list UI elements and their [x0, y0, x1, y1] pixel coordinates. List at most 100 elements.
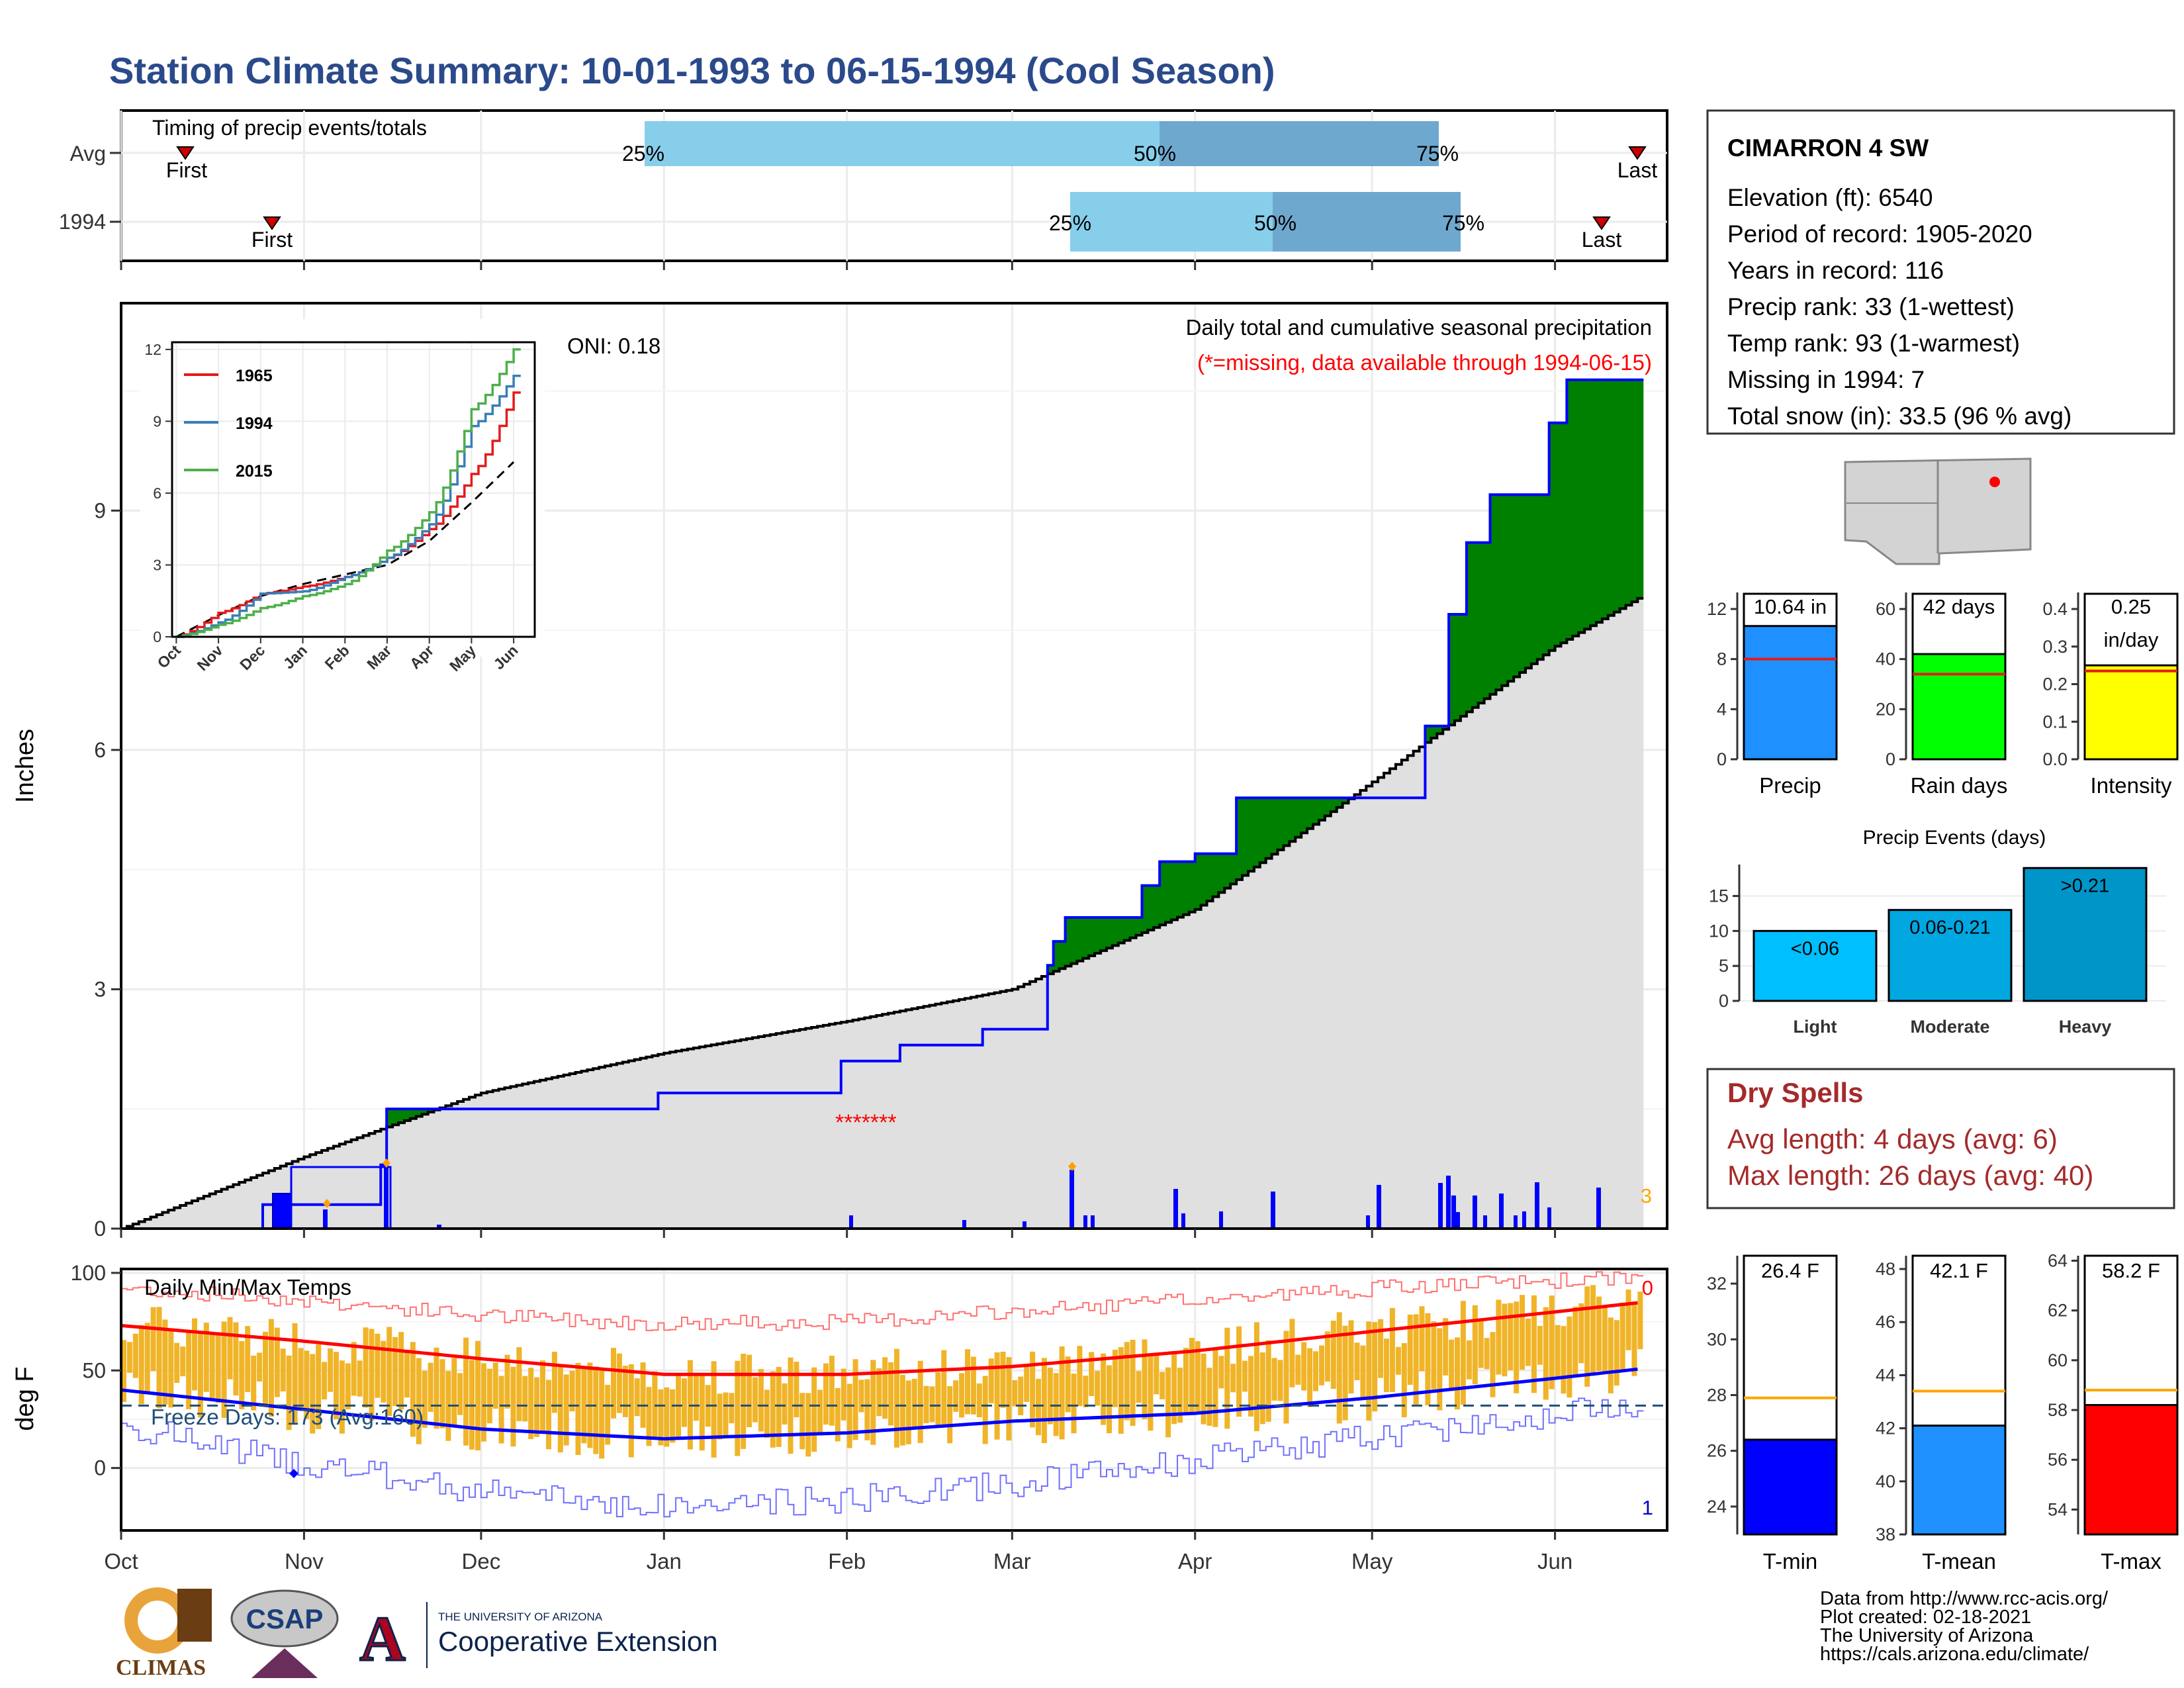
- svg-text:42.1 F: 42.1 F: [1930, 1259, 1988, 1282]
- temp-bottom-count: 1: [1642, 1496, 1653, 1519]
- svg-text:0.2: 0.2: [2042, 675, 2068, 694]
- missing-note: (*=missing, data available through 1994-…: [1197, 350, 1652, 375]
- average-min-line: [120, 1367, 1638, 1441]
- temp-summary-t-mean: 38 40 42 44 46 48 42.1 F T-mean: [1876, 1254, 2007, 1573]
- svg-text:40: 40: [1876, 1472, 1895, 1491]
- station-elevation: Elevation (ft): 6540: [1727, 184, 1933, 211]
- avg-q50-q75-bar: [1160, 121, 1439, 166]
- temperature-summary-charts: 24 26 28 30 32 26.4 F T-min 38 40 42 44 46 48 42.1 F T…: [1707, 1251, 2179, 1573]
- svg-text:Heavy: Heavy: [2059, 1017, 2112, 1037]
- svg-text:38: 38: [1876, 1524, 1895, 1544]
- temp-summary-t-max: 54 56 58 60 62 64 58.2 F T-max: [2048, 1251, 2179, 1573]
- station-info-box: CIMARRON 4 SW Elevation (ft): 6540 Perio…: [1706, 109, 2175, 435]
- inset-legend-2015: 2015: [236, 462, 273, 481]
- inset-series-2015: [176, 348, 521, 638]
- x-tick-mar: Mar: [993, 1549, 1031, 1573]
- svg-text:48: 48: [1876, 1259, 1895, 1279]
- temp-panel-label: Daily Min/Max Temps: [144, 1275, 351, 1299]
- precip-header: Daily total and cumulative seasonal prec…: [1186, 315, 1652, 340]
- timing-panel: Timing of precip events/totals Avg 1994 …: [59, 109, 1668, 270]
- svg-text:42 days: 42 days: [1923, 595, 1995, 618]
- svg-text:3: 3: [153, 556, 161, 573]
- svg-text:30: 30: [1707, 1329, 1727, 1349]
- station-missing: Missing in 1994: 7: [1727, 366, 1925, 393]
- events-bar-moderate: [1888, 909, 2013, 1002]
- svg-text:12: 12: [1707, 599, 1727, 619]
- svg-text:12: 12: [144, 341, 161, 358]
- avg-first-marker: [176, 146, 195, 160]
- svg-text:20: 20: [1876, 699, 1895, 719]
- svg-text:0.1: 0.1: [2042, 712, 2068, 731]
- svg-text:8: 8: [1717, 649, 1727, 669]
- svg-text:26: 26: [1707, 1441, 1727, 1461]
- svg-text:<0.06: <0.06: [1791, 938, 1839, 959]
- dry-spells-max: Max length: 26 days (avg: 40): [1727, 1160, 2093, 1191]
- record-high-line: [121, 1271, 1644, 1331]
- coop-extension-text: Cooperative Extension: [438, 1626, 718, 1657]
- temp-frame: [120, 1268, 1668, 1532]
- inset-frame: [171, 341, 536, 638]
- y1994-q25-q50-bar: [1070, 192, 1273, 252]
- y1994-first-label: First: [251, 228, 293, 252]
- svg-text:100: 100: [71, 1261, 106, 1285]
- svg-text:60: 60: [2048, 1350, 2068, 1370]
- events-bar-heavy: [2023, 867, 2148, 1002]
- events-title: Precip Events (days): [1863, 827, 2046, 849]
- precip-corner-count: 3: [1641, 1184, 1652, 1207]
- x-tick-jan: Jan: [647, 1549, 682, 1573]
- svg-text:0: 0: [94, 1456, 106, 1480]
- y1994-last-marker: [1592, 216, 1611, 230]
- y1994-last-label: Last: [1582, 228, 1622, 252]
- temperature-panel: Daily Min/Max Temps Freeze Days: 173 (Av…: [11, 1261, 1668, 1573]
- svg-text:44: 44: [1876, 1365, 1895, 1385]
- average-area: [121, 598, 1644, 1229]
- oni-value: ONI: 0.18: [567, 334, 660, 358]
- svg-text:50: 50: [82, 1358, 106, 1382]
- footer-line-2: Plot created: 02-18-2021: [1820, 1607, 2031, 1628]
- station-years: Years in record: 116: [1727, 257, 1944, 284]
- temp-summary-t-min: 24 26 28 30 32 26.4 F T-min: [1707, 1254, 1838, 1573]
- svg-text:40: 40: [1876, 649, 1895, 669]
- mini-chart-precip: 0 4 8 12 10.64 in Precip: [1707, 592, 1838, 798]
- csap-logo: CSAP: [230, 1589, 339, 1678]
- svg-text:42: 42: [1876, 1419, 1895, 1438]
- locator-map: [1844, 457, 2032, 565]
- freeze-days-label: Freeze Days: 173 (Avg:160): [151, 1405, 424, 1429]
- timing-row-avg: Avg: [69, 142, 106, 165]
- svg-text:0.06-0.21: 0.06-0.21: [1909, 917, 1991, 939]
- dry-spells-box: Dry Spells Avg length: 4 days (avg: 6) M…: [1706, 1068, 2175, 1209]
- svg-text:Moderate: Moderate: [1910, 1017, 1989, 1037]
- svg-text:0: 0: [1717, 749, 1727, 769]
- svg-text:Light: Light: [1794, 1017, 1837, 1037]
- svg-text:0.3: 0.3: [2042, 637, 2068, 657]
- y1994-q50-q75-bar: [1273, 192, 1461, 252]
- y1994-p25-label: 25%: [1049, 211, 1091, 235]
- precip-frame: [120, 302, 1668, 1230]
- x-tick-nov: Nov: [285, 1549, 324, 1573]
- precip-y-tick-6: 6: [94, 738, 106, 762]
- svg-text:4: 4: [1717, 699, 1727, 719]
- svg-text:62: 62: [2048, 1301, 2068, 1321]
- svg-text:0.25: 0.25: [2111, 595, 2151, 618]
- svg-text:Precip: Precip: [1759, 773, 1821, 798]
- inset-bg: [140, 319, 545, 657]
- footer-line-4: https://cals.arizona.edu/climate/: [1820, 1644, 2089, 1665]
- avg-p25-label: 25%: [622, 142, 664, 165]
- average-cumulative-line: [121, 596, 1644, 1230]
- csap-text: CSAP: [246, 1603, 324, 1634]
- temp-y-axis-label: deg F: [11, 1366, 39, 1430]
- y1994-p50-label: 50%: [1254, 211, 1297, 235]
- svg-text:54: 54: [2048, 1499, 2068, 1519]
- svg-text:0.0: 0.0: [2042, 749, 2068, 769]
- inset-legend-1965: 1965: [236, 367, 273, 385]
- avg-last-label: Last: [1617, 158, 1658, 182]
- station-temp-rank: Temp rank: 93 (1-warmest): [1727, 330, 2020, 357]
- missing-data-stars: *******: [835, 1110, 897, 1135]
- daily-precip-bars: *******: [272, 1110, 1601, 1230]
- events-bar-light: [1752, 929, 1878, 1002]
- svg-text:Intensity: Intensity: [2091, 773, 2172, 798]
- summary-bar-charts: 0 4 8 12 10.64 in Precip 0 20 40 60 42 days Rain da…: [1707, 592, 2179, 798]
- avg-last-marker: [1628, 146, 1647, 160]
- y1994-first-marker: [263, 216, 281, 230]
- station-name: CIMARRON 4 SW: [1727, 134, 1929, 162]
